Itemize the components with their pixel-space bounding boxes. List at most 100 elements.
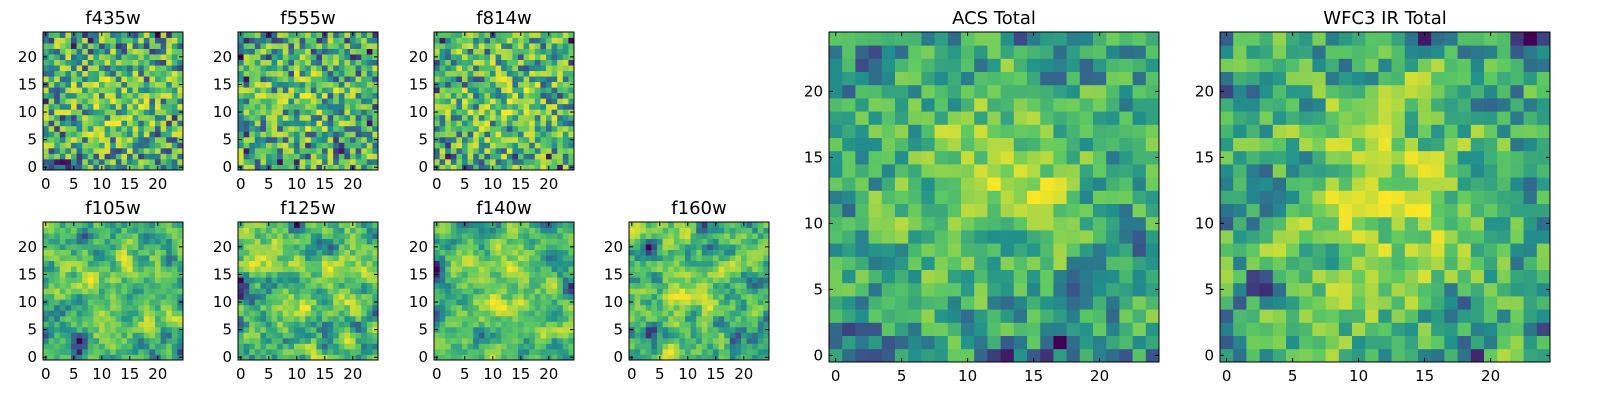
heatmap-cell: [238, 92, 244, 99]
heatmap-cell: [54, 131, 61, 138]
heatmap-cell: [523, 343, 530, 350]
heatmap-cell: [921, 348, 935, 363]
heatmap-cell: [868, 216, 883, 231]
heatmap-cell: [540, 54, 547, 60]
heatmap-cell: [456, 310, 463, 317]
x-tick-label: 15: [315, 175, 334, 193]
heatmap-cell: [143, 32, 150, 38]
heatmap-cell: [490, 293, 496, 300]
heatmap-cell: [316, 282, 323, 289]
heatmap-cell: [763, 343, 770, 350]
heatmap-cell: [171, 222, 178, 228]
heatmap-cell: [138, 326, 145, 333]
heatmap-cell: [310, 304, 317, 311]
heatmap-cell: [645, 277, 652, 284]
heatmap-cell: [322, 131, 328, 138]
heatmap-cell: [662, 244, 669, 250]
heatmap-cell: [690, 293, 697, 300]
heatmap-cell: [501, 164, 508, 171]
heatmap-cell: [746, 249, 753, 256]
heatmap-cell: [361, 337, 368, 344]
heatmap-cells: [43, 32, 184, 171]
heatmap-cell: [895, 216, 909, 231]
heatmap-cell: [127, 238, 133, 245]
heatmap-cell: [87, 244, 94, 250]
heatmap-cell: [1040, 282, 1054, 297]
heatmap-cell: [65, 59, 72, 66]
heatmap-cell: [132, 238, 139, 245]
heatmap-cell: [1040, 164, 1054, 178]
heatmap-cell: [746, 343, 753, 350]
heatmap-cell: [439, 120, 446, 127]
heatmap-cell: [557, 54, 564, 60]
heatmap-cell: [518, 109, 524, 116]
heatmap-cell: [467, 227, 474, 234]
heatmap-cell: [43, 98, 49, 105]
heatmap-cell: [149, 125, 156, 132]
heatmap-cell: [490, 321, 496, 328]
heatmap-cell: [65, 125, 72, 132]
heatmap-cell: [718, 288, 725, 295]
heatmap-cell: [366, 158, 373, 165]
heatmap-cell: [629, 282, 635, 289]
heatmap-cell: [868, 243, 883, 257]
heatmap-cell: [344, 282, 351, 289]
heatmap-cell: [495, 304, 502, 311]
heatmap-cell: [434, 142, 440, 149]
heatmap-cell: [534, 147, 541, 154]
heatmap-cell: [48, 343, 55, 350]
heatmap-cell: [450, 222, 457, 228]
heatmap-cell: [434, 315, 440, 322]
heatmap-cell: [160, 343, 167, 350]
heatmap-cell: [294, 238, 300, 245]
heatmap-cell: [327, 238, 334, 245]
heatmap-cell: [327, 354, 334, 361]
heatmap-cell: [277, 299, 284, 306]
heatmap-cell: [299, 266, 306, 273]
heatmap-cell: [501, 277, 508, 284]
heatmap-cell: [518, 348, 524, 355]
heatmap-cell: [634, 277, 641, 284]
heatmap-cell: [478, 142, 485, 149]
heatmap-cell: [322, 147, 328, 154]
heatmap-cell: [271, 43, 278, 49]
heatmap-cell: [551, 87, 558, 94]
heatmap-cell: [82, 260, 89, 267]
heatmap-cell: [327, 54, 334, 60]
heatmap-cell: [282, 114, 289, 121]
heatmap-cell: [99, 153, 105, 160]
heatmap-cell: [529, 255, 536, 262]
heatmap-cell: [456, 332, 463, 339]
heatmap-cell: [333, 343, 340, 350]
heatmap-cell: [166, 92, 173, 99]
heatmap-cell: [685, 260, 691, 267]
heatmap-cell: [1040, 269, 1054, 284]
heatmap-cell: [93, 103, 100, 110]
heatmap-cell: [557, 233, 564, 239]
heatmap-cell: [512, 164, 519, 171]
heatmap-cell: [829, 164, 843, 178]
heatmap-cell: [254, 348, 261, 355]
heatmap-cell: [701, 337, 708, 344]
heatmap-cell: [249, 266, 256, 273]
heatmap-cell: [121, 142, 128, 149]
heatmap-cell: [490, 337, 496, 344]
heatmap-cell: [501, 321, 508, 328]
heatmap-cell: [344, 164, 351, 171]
heatmap-cell: [546, 260, 552, 267]
heatmap-cell: [138, 266, 145, 273]
heatmap-cell: [149, 266, 156, 273]
heatmap-cell: [987, 309, 1001, 323]
heatmap-cell: [518, 337, 524, 344]
heatmap-cell: [322, 54, 328, 60]
heatmap-cell: [557, 48, 564, 55]
heatmap-cell: [327, 70, 334, 77]
heatmap-cell: [155, 92, 161, 99]
heatmap-cell: [316, 293, 323, 300]
heatmap-cell: [177, 321, 184, 328]
heatmap-cell: [115, 164, 122, 171]
heatmap-cell: [467, 304, 474, 311]
heatmap-cell: [48, 227, 55, 234]
heatmap-cell: [473, 37, 480, 44]
heatmap-cell: [495, 260, 502, 267]
